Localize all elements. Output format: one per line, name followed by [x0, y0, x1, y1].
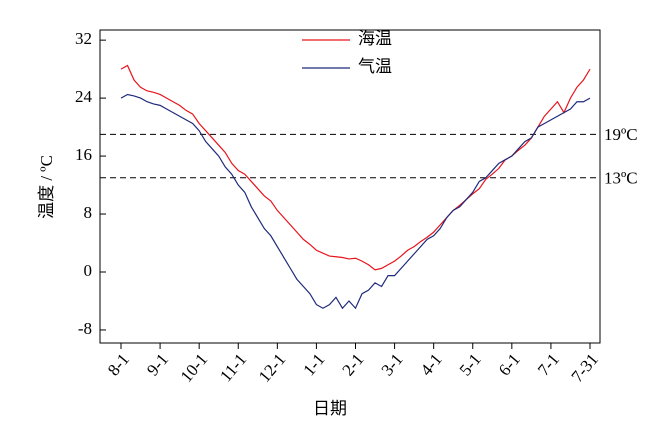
x-tick-label: 12-1: [255, 350, 290, 386]
reference-label: 13ºC: [604, 169, 638, 188]
x-tick-label: 8-1: [104, 350, 133, 380]
y-tick-label: 24: [75, 87, 93, 106]
x-tick-label: 5-1: [456, 350, 485, 380]
x-tick-label: 6-1: [495, 350, 524, 380]
legend-label: 气温: [358, 57, 392, 76]
x-tick-label: 7-1: [534, 350, 563, 380]
x-tick-label: 7-31: [567, 350, 602, 386]
x-tick-label: 11-1: [216, 350, 250, 386]
y-tick-label: 0: [84, 261, 93, 280]
y-tick-label: 8: [84, 203, 93, 222]
y-tick-label: 32: [75, 29, 92, 48]
x-axis-label: 日期: [313, 399, 347, 418]
x-tick-label: 9-1: [143, 350, 172, 380]
legend-label: 海温: [358, 29, 392, 48]
x-tick-label: 1-1: [299, 350, 328, 380]
reference-label: 19ºC: [604, 125, 638, 144]
y-tick-label: -8: [78, 319, 92, 338]
plot-frame: [99, 29, 601, 344]
x-tick-label: 10-1: [177, 350, 212, 386]
y-tick-label: 16: [75, 145, 92, 164]
x-tick-label: 4-1: [417, 350, 446, 380]
x-tick-label: 3-1: [378, 350, 407, 380]
x-tick-label: 2-1: [338, 350, 367, 380]
y-axis-label: 温度 / ºC: [37, 155, 56, 219]
series-line: [120, 93, 591, 310]
series-line: [120, 64, 591, 271]
